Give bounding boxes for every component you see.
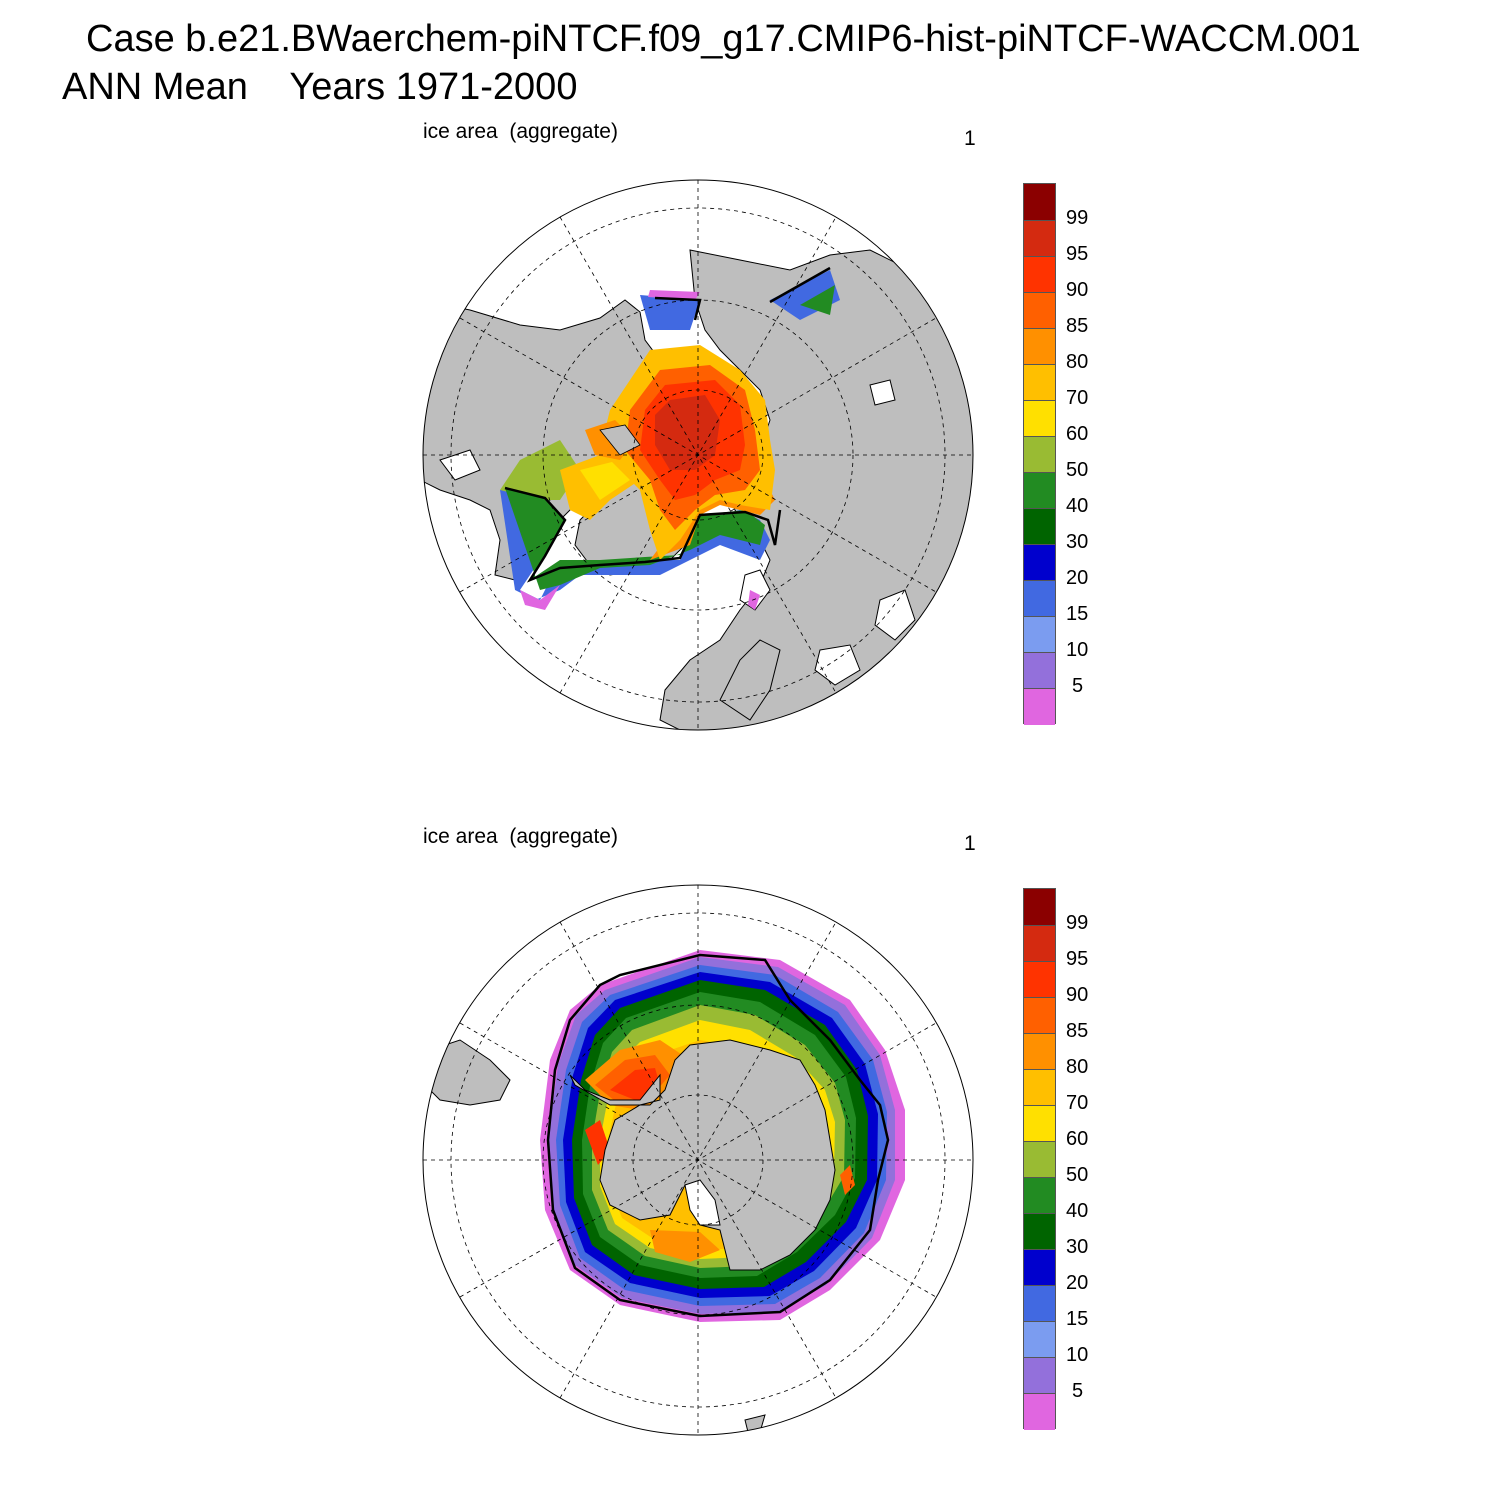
colorbar-north-swatch (1024, 292, 1055, 328)
north-polar-map (423, 180, 973, 730)
colorbar-south-swatch (1024, 997, 1055, 1033)
colorbar-south-swatch (1024, 1033, 1055, 1069)
colorbar-north (1023, 183, 1056, 725)
colorbar-south-tick-label: 80 (1066, 1056, 1089, 1078)
colorbar-south-tick-label: 90 (1066, 984, 1089, 1006)
south-graticule (423, 885, 973, 1435)
colorbar-south-swatch (1024, 1069, 1055, 1105)
north-graticule (423, 180, 973, 730)
colorbar-north-swatch (1024, 616, 1055, 652)
ross-ice-shelf (684, 1179, 721, 1226)
colorbar-north-swatch (1024, 400, 1055, 436)
colorbar-north-tick-label: 70 (1066, 387, 1089, 409)
colorbar-north-tick-label: 50 (1066, 459, 1089, 481)
south-map-border (422, 884, 974, 1436)
colorbar-south-tick-label: 40 (1066, 1200, 1089, 1222)
colorbar-south-swatch (1024, 889, 1055, 925)
panel-north-label: ice area (aggregate) (423, 120, 618, 143)
colorbar-south-swatch (1024, 1321, 1055, 1357)
colorbar-north-swatch (1024, 328, 1055, 364)
colorbar-north-tick-label: 40 (1066, 495, 1089, 517)
colorbar-south-tick-label: 30 (1066, 1236, 1089, 1258)
colorbar-north-swatch (1024, 688, 1055, 725)
panel-south-label: ice area (aggregate) (423, 825, 618, 848)
colorbar-north-tick-label: 90 (1066, 279, 1089, 301)
colorbar-south-tick-label: 99 (1066, 912, 1089, 934)
colorbar-north-tick-label: 60 (1066, 423, 1089, 445)
south-polar-map (423, 885, 973, 1435)
colorbar-south-swatch (1024, 1357, 1055, 1393)
colorbar-north-tick-label: 95 (1066, 243, 1089, 265)
colorbar-north-tick-label: 15 (1066, 603, 1089, 625)
colorbar-north-swatch (1024, 580, 1055, 616)
colorbar-south-swatch (1024, 1105, 1055, 1141)
colorbar-south-tick-label: 15 (1066, 1308, 1089, 1330)
colorbar-south-tick-label: 70 (1066, 1092, 1089, 1114)
colorbar-north-swatch (1024, 436, 1055, 472)
colorbar-north-swatch (1024, 508, 1055, 544)
antarctica (569, 1039, 836, 1271)
colorbar-south-swatch (1024, 961, 1055, 997)
colorbar-north-swatch (1024, 256, 1055, 292)
colorbar-south-tick-label: 50 (1066, 1164, 1089, 1186)
colorbar-south-tick-label: 5 (1072, 1380, 1084, 1402)
panel-south-number: 1 (964, 832, 976, 855)
colorbar-south-swatch (1024, 925, 1055, 961)
colorbar-south-tick-label: 20 (1066, 1272, 1089, 1294)
panel-north-number: 1 (964, 127, 976, 150)
north-inland-seas (439, 379, 916, 686)
colorbar-south-swatch (1024, 1141, 1055, 1177)
colorbar-south (1023, 888, 1056, 1430)
colorbar-north-swatch (1024, 220, 1055, 256)
colorbar-north-swatch (1024, 544, 1055, 580)
figure-title-case: Case b.e21.BWaerchem-piNTCF.f09_g17.CMIP… (86, 18, 1361, 60)
colorbar-north-tick-label: 10 (1066, 639, 1089, 661)
north-sea-ice (500, 270, 840, 610)
colorbar-south-swatch (1024, 1393, 1055, 1430)
colorbar-south-swatch (1024, 1249, 1055, 1285)
colorbar-south-tick-label: 60 (1066, 1128, 1089, 1150)
colorbar-south-swatch (1024, 1213, 1055, 1249)
colorbar-south-tick-label: 10 (1066, 1344, 1089, 1366)
colorbar-south-tick-label: 95 (1066, 948, 1089, 970)
colorbar-north-swatch (1024, 184, 1055, 220)
colorbar-south-swatch (1024, 1285, 1055, 1321)
colorbar-north-swatch (1024, 364, 1055, 400)
colorbar-north-swatch (1024, 472, 1055, 508)
colorbar-north-tick-label: 20 (1066, 567, 1089, 589)
colorbar-north-tick-label: 99 (1066, 207, 1089, 229)
colorbar-south-tick-label: 85 (1066, 1020, 1089, 1042)
colorbar-north-tick-label: 5 (1072, 675, 1084, 697)
colorbar-north-tick-label: 85 (1066, 315, 1089, 337)
figure-title-period: ANN Mean Years 1971-2000 (62, 66, 578, 108)
colorbar-north-tick-label: 30 (1066, 531, 1089, 553)
colorbar-north-swatch (1024, 652, 1055, 688)
colorbar-north-tick-label: 80 (1066, 351, 1089, 373)
colorbar-south-swatch (1024, 1177, 1055, 1213)
north-map-border (422, 179, 974, 731)
